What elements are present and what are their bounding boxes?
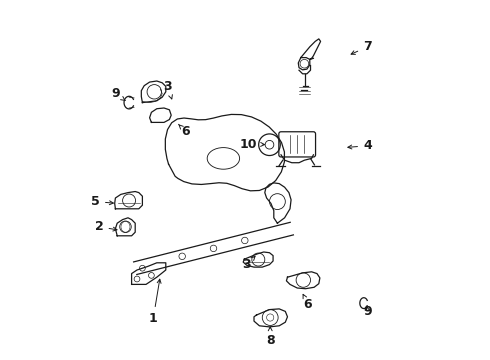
Text: 6: 6 <box>178 124 190 138</box>
Text: 3: 3 <box>163 80 172 99</box>
Text: 4: 4 <box>348 139 372 152</box>
Text: 5: 5 <box>91 195 113 208</box>
Text: 6: 6 <box>303 294 312 311</box>
Text: 9: 9 <box>111 87 125 100</box>
Text: 10: 10 <box>240 138 265 150</box>
Text: 3: 3 <box>243 256 255 271</box>
Text: 8: 8 <box>266 327 274 347</box>
Text: 7: 7 <box>351 40 372 54</box>
Text: 9: 9 <box>363 305 372 318</box>
Text: 2: 2 <box>95 220 117 233</box>
Text: 1: 1 <box>149 279 161 325</box>
